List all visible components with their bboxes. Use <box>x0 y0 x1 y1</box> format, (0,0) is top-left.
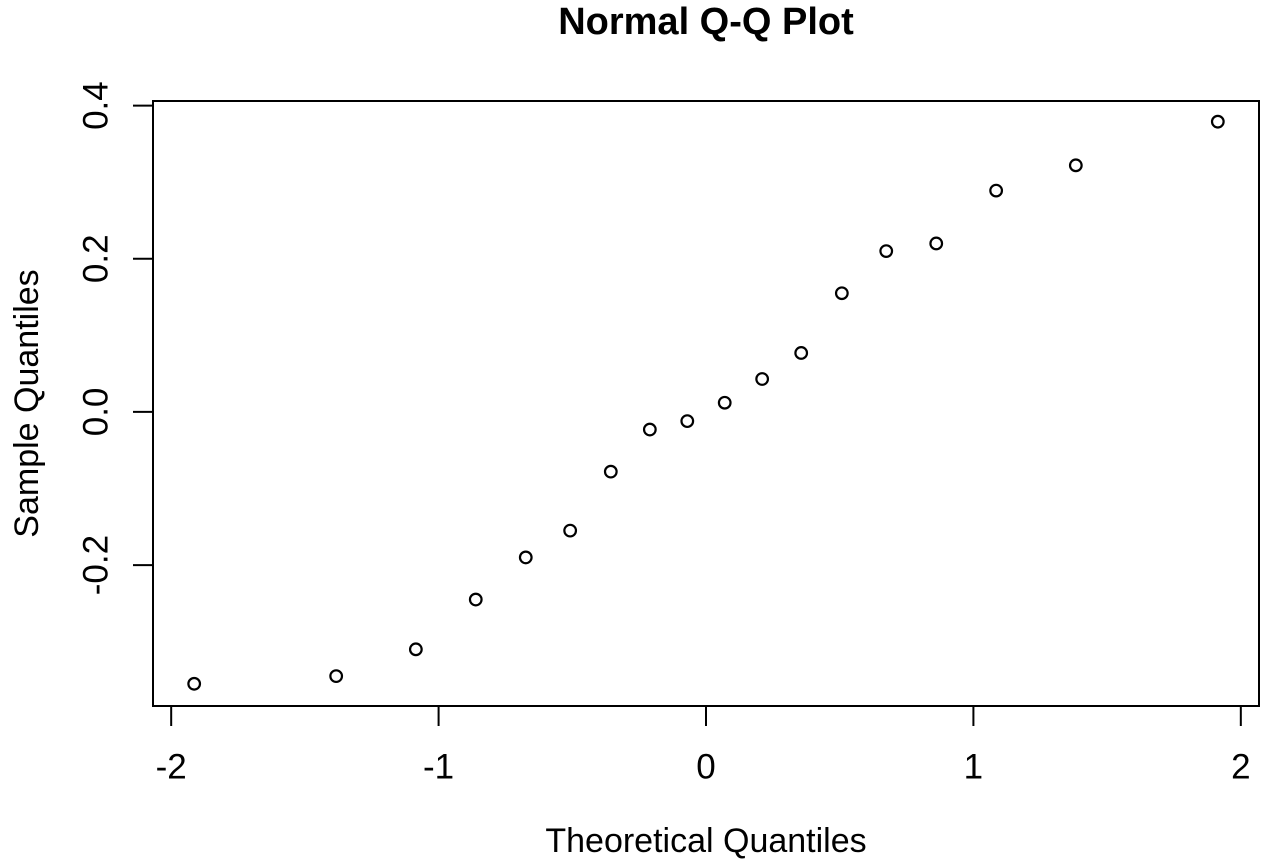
data-point <box>717 395 732 410</box>
plot-box <box>152 100 1260 707</box>
data-point <box>603 464 618 479</box>
data-point <box>989 183 1004 198</box>
data-point <box>1068 158 1083 173</box>
data-point <box>680 414 695 429</box>
data-point <box>468 592 483 607</box>
data-point <box>929 236 944 251</box>
x-tick-label: 0 <box>696 748 715 787</box>
data-point <box>642 422 657 437</box>
x-tick-label: 1 <box>964 748 983 787</box>
y-axis-ticks <box>133 104 153 567</box>
x-tick-label: -2 <box>156 748 187 787</box>
data-point <box>1210 114 1225 129</box>
y-tick-label: 0.0 <box>77 388 116 437</box>
y-tick-label: 0.4 <box>77 81 116 130</box>
data-points <box>187 114 1225 691</box>
x-axis-title: Theoretical Quantiles <box>545 822 866 860</box>
x-tick-label: 2 <box>1231 748 1250 787</box>
data-point <box>563 523 578 538</box>
y-tick-label: -0.2 <box>77 535 116 595</box>
data-point <box>187 676 202 691</box>
y-axis-title: Sample Quantiles <box>8 269 46 537</box>
data-point <box>834 286 849 301</box>
x-tick-label: -1 <box>423 748 454 787</box>
data-point <box>518 550 533 565</box>
data-point <box>755 372 770 386</box>
data-point <box>879 244 894 259</box>
data-point <box>794 346 809 360</box>
x-axis-ticks <box>170 706 1242 726</box>
x-axis-tick-labels: -2 -1 0 1 2 <box>156 748 1251 787</box>
y-axis-tick-labels: -0.2 0.0 0.2 0.4 <box>77 81 116 595</box>
y-tick-label: 0.2 <box>77 234 116 283</box>
data-point <box>408 642 423 657</box>
chart-title: Normal Q-Q Plot <box>558 1 854 43</box>
data-point <box>329 669 344 684</box>
